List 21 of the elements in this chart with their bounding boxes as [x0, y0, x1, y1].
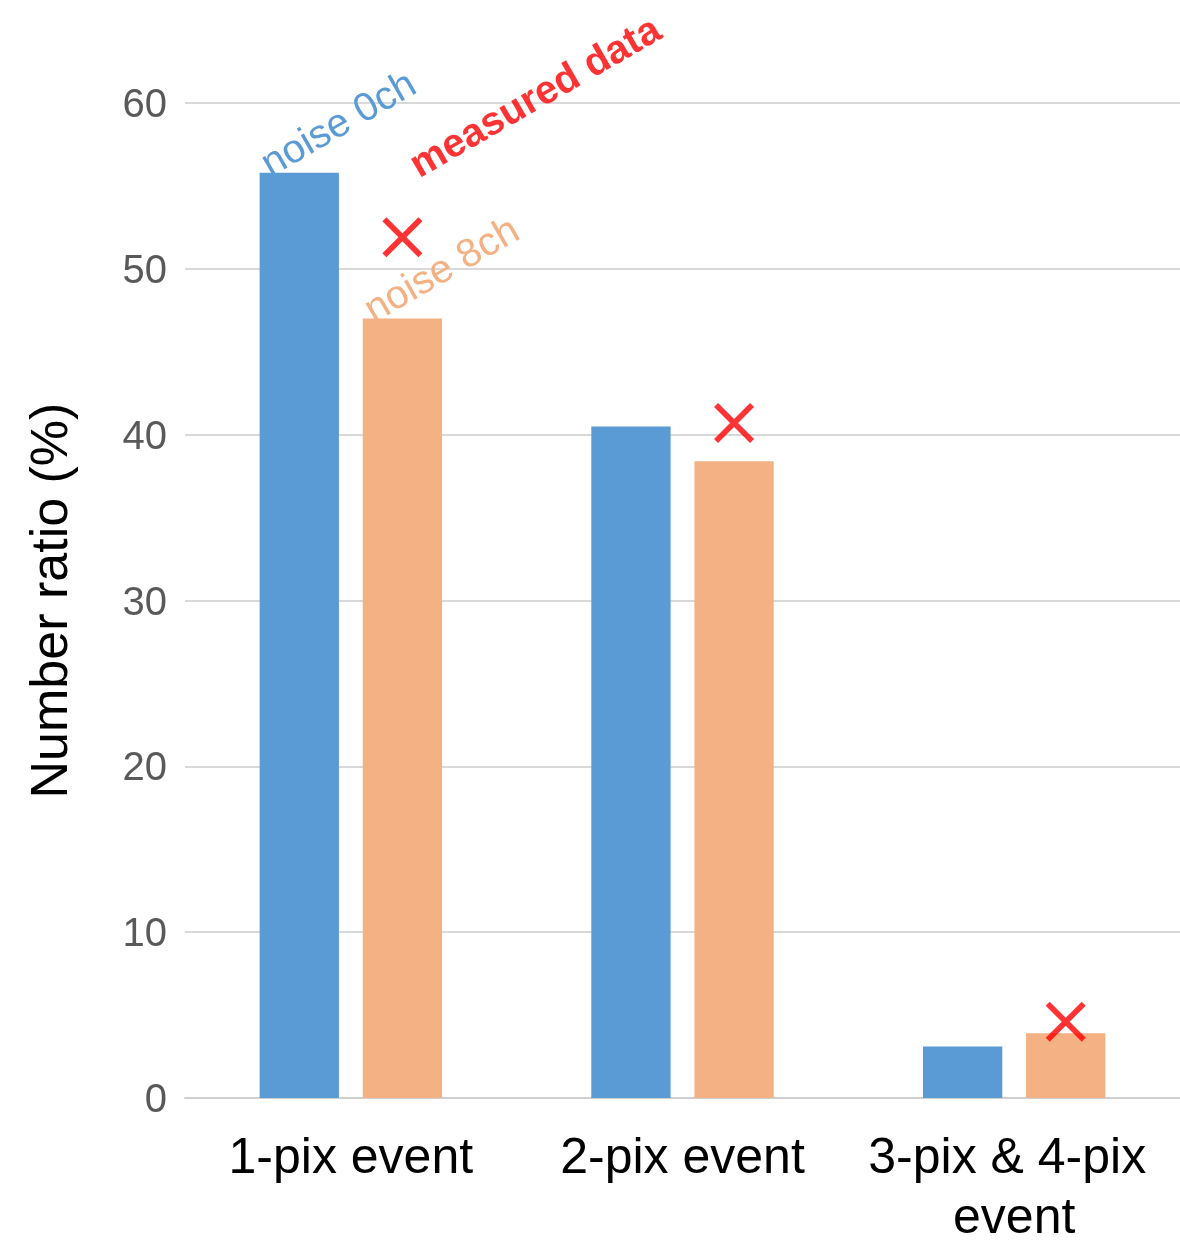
- y-axis-title: Number ratio (%): [20, 402, 78, 799]
- bar: [591, 426, 671, 1098]
- x-tick-label: 3-pix & 4-pix event: [868, 1128, 1161, 1244]
- bar: [922, 1046, 1003, 1098]
- x-tick-label: 1-pix event: [228, 1128, 474, 1184]
- bar: [694, 461, 774, 1098]
- y-tick-label: 60: [122, 81, 167, 125]
- y-tick-label: 40: [122, 412, 167, 457]
- point: [1045, 1001, 1086, 1042]
- y-tick-label: 30: [122, 578, 167, 623]
- point: [382, 217, 423, 258]
- text: noise 8ch: [355, 206, 526, 331]
- y-tick-label: 10: [122, 910, 167, 955]
- y-tick-label: 20: [122, 744, 167, 789]
- x-tick-label: 2-pix event: [560, 1128, 805, 1184]
- bar: [1026, 1033, 1106, 1098]
- y-tick-label: 0: [144, 1076, 167, 1120]
- point: [714, 403, 755, 444]
- bar: [362, 318, 443, 1098]
- y-tick-label: 50: [122, 246, 167, 291]
- bar: [259, 172, 339, 1098]
